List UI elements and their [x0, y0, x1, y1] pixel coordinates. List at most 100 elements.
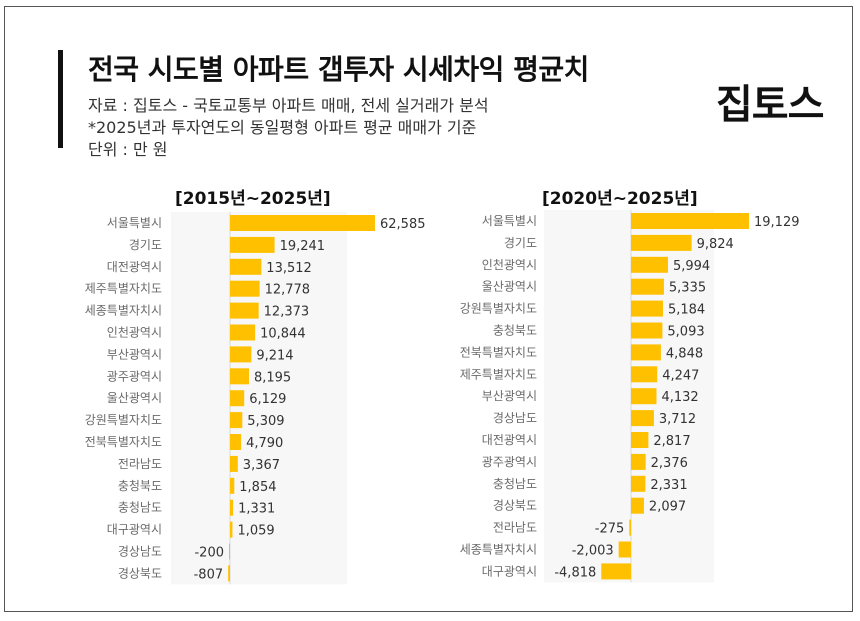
value-label: -275: [595, 522, 625, 537]
value-label: 12,373: [264, 305, 310, 320]
category-label: 강원특별자치도: [85, 413, 162, 427]
value-label: 1,331: [238, 502, 275, 517]
category-label: 전북특별자치도: [85, 435, 162, 449]
bar: [631, 256, 668, 273]
category-label: 울산광역시: [107, 391, 162, 405]
bar: [618, 541, 631, 558]
value-label: 2,097: [649, 500, 686, 515]
category-label: 강원특별자치도: [460, 302, 537, 316]
category-label: 경상북도: [493, 499, 537, 513]
value-label: 3,367: [243, 458, 280, 473]
category-label: 서울특별시: [482, 214, 537, 228]
category-label: 경기도: [504, 236, 537, 250]
bar: [230, 280, 260, 297]
bar: [631, 278, 664, 295]
bar: [631, 213, 749, 229]
bar: [631, 300, 663, 317]
bar: [629, 519, 631, 536]
bar: [631, 344, 661, 361]
value-label: 5,309: [247, 414, 284, 429]
brand-logo: 집토스: [716, 82, 824, 128]
bar: [230, 390, 245, 407]
bar: [631, 410, 654, 427]
value-label: 6,129: [249, 392, 286, 407]
value-label: -200: [194, 546, 224, 561]
bar: [230, 412, 243, 429]
category-label: 전라남도: [493, 521, 537, 535]
category-label: 제주특별자치도: [460, 367, 537, 381]
category-label: 충청북도: [493, 324, 537, 338]
value-label: -807: [194, 567, 224, 582]
bar: [230, 521, 233, 538]
category-label: 경상남도: [118, 545, 162, 559]
category-label: 경기도: [129, 238, 162, 252]
category-label: 대구광역시: [107, 523, 162, 537]
bar: [230, 455, 238, 472]
bar: [228, 565, 230, 582]
category-label: 인천광역시: [482, 257, 537, 272]
basis-note: *2025년과 투자연도의 동일평형 아파트 평균 매매가 기준: [88, 118, 477, 137]
category-label: 대전광역시: [107, 260, 162, 274]
category-label: 대전광역시: [482, 433, 537, 447]
value-label: 2,331: [650, 478, 687, 493]
category-label: 경상남도: [493, 411, 537, 425]
value-label: 4,132: [661, 390, 698, 405]
category-label: 세종특별자치시: [85, 304, 162, 318]
bar: [601, 563, 631, 580]
value-label: -2,003: [572, 544, 614, 559]
value-label: 9,214: [256, 348, 293, 363]
value-label: 5,994: [673, 259, 710, 274]
chart-title-2020: [2020년~2025년]: [542, 189, 698, 209]
value-label: 5,184: [668, 303, 705, 318]
value-label: 10,844: [260, 327, 306, 342]
bar: [631, 432, 649, 448]
category-label: 경상북도: [118, 566, 162, 580]
bar: [631, 234, 692, 251]
value-label: 62,585: [380, 217, 426, 232]
value-label: 1,059: [237, 524, 274, 539]
category-label: 광주광역시: [482, 455, 537, 469]
value-label: 1,854: [239, 480, 276, 495]
bar: [230, 236, 275, 253]
bar: [230, 346, 252, 363]
value-label: 13,512: [266, 261, 312, 276]
value-label: 12,778: [265, 283, 311, 298]
title-accent-bar: [58, 50, 63, 148]
value-label: 2,376: [651, 456, 688, 471]
bar: [230, 434, 242, 450]
bar: [631, 322, 663, 339]
category-label: 충청북도: [118, 479, 162, 493]
category-label: 전라남도: [118, 457, 162, 471]
value-label: 2,817: [653, 434, 690, 449]
value-label: 9,824: [697, 237, 734, 252]
category-label: 제주특별자치도: [85, 282, 162, 296]
bar: [230, 368, 249, 385]
value-label: -4,818: [554, 565, 596, 580]
category-label: 대구광역시: [482, 564, 537, 578]
category-label: 충청남도: [493, 477, 537, 491]
category-label: 부산광역시: [482, 389, 537, 403]
page-title: 전국 시도별 아파트 갭투자 시세차익 평균치: [88, 53, 589, 86]
bar: [631, 388, 657, 405]
source-note: 자료 : 집토스 - 국토교통부 아파트 매매, 전세 실거래가 분석: [88, 96, 489, 115]
value-label: 8,195: [254, 370, 291, 385]
bar: [631, 366, 658, 383]
value-label: 4,247: [662, 368, 699, 383]
bar: [230, 258, 262, 275]
value-label: 5,335: [669, 281, 706, 296]
category-label: 울산광역시: [482, 280, 537, 294]
unit-note: 단위 : 만 원: [88, 140, 168, 159]
bar: [229, 543, 230, 560]
bar: [631, 453, 646, 470]
chart-title-2015: [2015년~2025년]: [175, 189, 331, 209]
value-label: 19,241: [280, 239, 326, 254]
bar: [230, 215, 375, 231]
category-label: 서울특별시: [107, 216, 162, 230]
value-label: 5,093: [667, 325, 704, 340]
bar: [631, 497, 644, 514]
plot-area-1: [544, 210, 714, 583]
category-label: 전북특별자치도: [460, 345, 537, 359]
value-label: 4,848: [666, 346, 703, 361]
bar: [230, 477, 235, 494]
category-label: 광주광역시: [107, 369, 162, 383]
